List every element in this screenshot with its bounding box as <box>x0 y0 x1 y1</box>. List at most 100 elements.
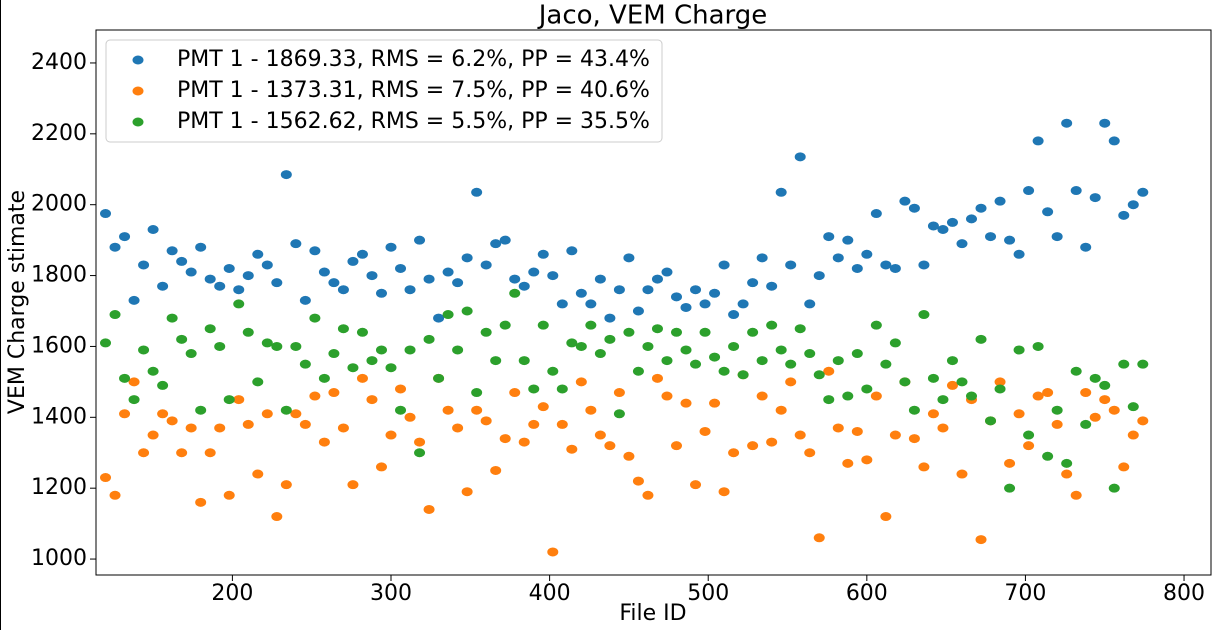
point <box>766 437 778 447</box>
x-tick-label: 700 <box>1004 581 1046 606</box>
point <box>185 267 197 277</box>
point <box>157 380 169 390</box>
x-axis-label: File ID <box>619 601 686 626</box>
point <box>166 416 178 426</box>
point <box>366 356 378 366</box>
point <box>1061 458 1073 468</box>
point <box>842 235 854 245</box>
point <box>556 299 568 309</box>
point <box>395 405 407 415</box>
point <box>699 327 711 337</box>
point <box>537 402 549 412</box>
point <box>718 366 730 376</box>
y-tick-label: 1600 <box>31 333 87 358</box>
point <box>280 405 292 415</box>
point <box>261 260 273 270</box>
point <box>1070 490 1082 500</box>
point <box>1042 207 1054 217</box>
point <box>261 338 273 348</box>
point <box>785 359 797 369</box>
point <box>718 487 730 497</box>
point <box>556 419 568 429</box>
point <box>794 324 806 334</box>
point <box>490 239 502 249</box>
point <box>756 391 768 401</box>
point <box>718 260 730 270</box>
point <box>128 395 140 405</box>
point <box>204 324 216 334</box>
point <box>166 313 178 323</box>
point <box>918 462 930 472</box>
point <box>861 384 873 394</box>
point <box>556 384 568 394</box>
y-tick-label: 1200 <box>31 475 87 500</box>
point <box>604 441 616 451</box>
point <box>1080 388 1092 398</box>
point <box>908 405 920 415</box>
y-tick-label: 2200 <box>31 121 87 146</box>
point <box>785 260 797 270</box>
point <box>889 263 901 273</box>
point <box>861 455 873 465</box>
point <box>709 288 721 298</box>
point <box>994 196 1006 206</box>
plot-frame <box>95 29 1212 576</box>
point <box>585 405 597 415</box>
point <box>994 377 1006 387</box>
point <box>528 267 540 277</box>
point <box>1004 458 1016 468</box>
point <box>1070 186 1082 196</box>
point <box>927 373 939 383</box>
point <box>1118 462 1130 472</box>
point <box>880 359 892 369</box>
point <box>670 327 682 337</box>
legend-label: PMT 1 - 1869.33, RMS = 6.2%, PP = 43.4% <box>177 47 650 72</box>
point <box>100 473 112 483</box>
point <box>509 288 521 298</box>
point <box>1108 405 1120 415</box>
point <box>318 267 330 277</box>
point <box>594 274 606 284</box>
point <box>566 246 578 256</box>
point <box>375 288 387 298</box>
point <box>956 239 968 249</box>
point <box>918 260 930 270</box>
point <box>832 356 844 366</box>
point <box>499 320 511 330</box>
point <box>366 395 378 405</box>
point <box>804 299 816 309</box>
point <box>566 444 578 454</box>
point <box>747 278 759 288</box>
point <box>851 426 863 436</box>
point <box>966 214 978 224</box>
point <box>280 170 292 180</box>
point <box>985 232 997 242</box>
point <box>575 341 587 351</box>
point <box>271 512 283 522</box>
point <box>375 462 387 472</box>
point <box>870 209 882 219</box>
point <box>823 395 835 405</box>
point <box>204 448 216 458</box>
point <box>347 363 359 373</box>
point <box>908 203 920 213</box>
point <box>880 512 892 522</box>
point <box>518 356 530 366</box>
point <box>442 405 454 415</box>
point <box>414 448 426 458</box>
point <box>585 320 597 330</box>
legend-label: PMT 1 - 1562.62, RMS = 5.5%, PP = 35.5% <box>177 109 650 134</box>
point <box>889 338 901 348</box>
point <box>166 246 178 256</box>
point <box>813 533 825 543</box>
point <box>1127 430 1139 440</box>
point <box>709 352 721 362</box>
point <box>1013 249 1025 259</box>
point <box>832 423 844 433</box>
point <box>375 345 387 355</box>
point <box>1070 366 1082 376</box>
point <box>785 377 797 387</box>
point <box>1032 136 1044 146</box>
point <box>1023 186 1035 196</box>
point <box>661 356 673 366</box>
